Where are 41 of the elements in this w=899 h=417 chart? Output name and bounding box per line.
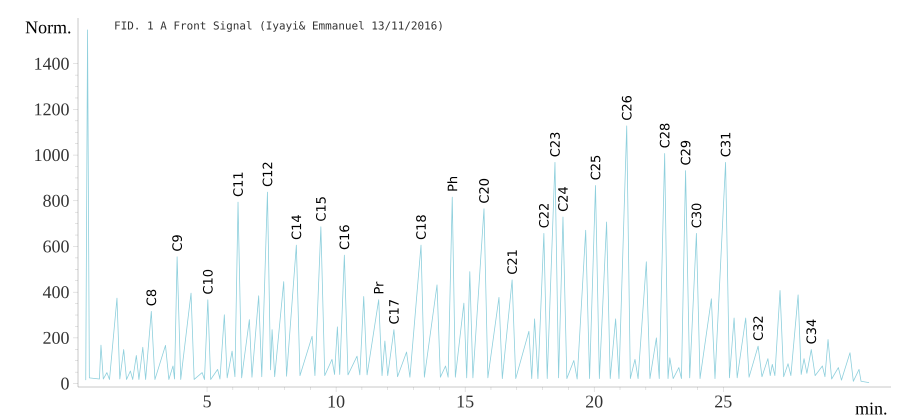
annotation: C12 bbox=[262, 162, 272, 186]
annotation: C23 bbox=[550, 132, 560, 156]
annotation: C11 bbox=[233, 172, 243, 196]
annotation: C18 bbox=[416, 215, 426, 240]
annotation: C34 bbox=[806, 320, 816, 344]
y-tick-label: 1200 bbox=[35, 103, 69, 116]
annotation: C20 bbox=[479, 178, 489, 203]
annotation: C29 bbox=[680, 140, 690, 165]
annotation: C32 bbox=[753, 316, 763, 340]
y-axis-title: Norm. bbox=[26, 22, 70, 34]
annotation: C25 bbox=[590, 156, 600, 180]
annotation: C8 bbox=[146, 290, 156, 306]
annotation: Pr bbox=[374, 282, 384, 294]
annotation: C30 bbox=[692, 204, 702, 228]
y-tick-label: 400 bbox=[42, 286, 69, 298]
annotation: C10 bbox=[202, 270, 213, 294]
annotation: C31 bbox=[720, 132, 730, 156]
annotation: C15 bbox=[316, 197, 326, 221]
y-tick-label: 800 bbox=[43, 194, 69, 207]
annotation: C24 bbox=[558, 187, 568, 212]
annotation: C21 bbox=[507, 250, 518, 274]
annotation: C17 bbox=[389, 300, 399, 324]
x-tick-label: 15 bbox=[458, 396, 474, 408]
x-tick-label: 10 bbox=[328, 396, 344, 408]
y-tick-label: 1400 bbox=[35, 58, 69, 70]
chart-title: FID. 1 A Front Signal (Iyayi& Emmanuel 13/11/2016) bbox=[115, 21, 442, 32]
y-tick-label: 600 bbox=[43, 240, 69, 253]
annotation: C28 bbox=[660, 124, 670, 148]
annotation: C16 bbox=[339, 225, 350, 250]
y-tick-label: 1000 bbox=[35, 149, 69, 162]
y-tick-label: 0 bbox=[61, 378, 69, 390]
y-tick-label: 200 bbox=[43, 332, 69, 344]
annotation: C22 bbox=[538, 204, 549, 228]
x-axis-title: min. bbox=[855, 402, 886, 415]
x-tick-label: 20 bbox=[586, 396, 602, 408]
annotation: C26 bbox=[622, 96, 632, 120]
annotation: C14 bbox=[291, 215, 302, 240]
annotation: C9 bbox=[172, 235, 182, 251]
x-tick-label: 25 bbox=[715, 396, 732, 408]
x-tick-label: 5 bbox=[204, 396, 211, 408]
annotation: Ph bbox=[447, 177, 458, 191]
